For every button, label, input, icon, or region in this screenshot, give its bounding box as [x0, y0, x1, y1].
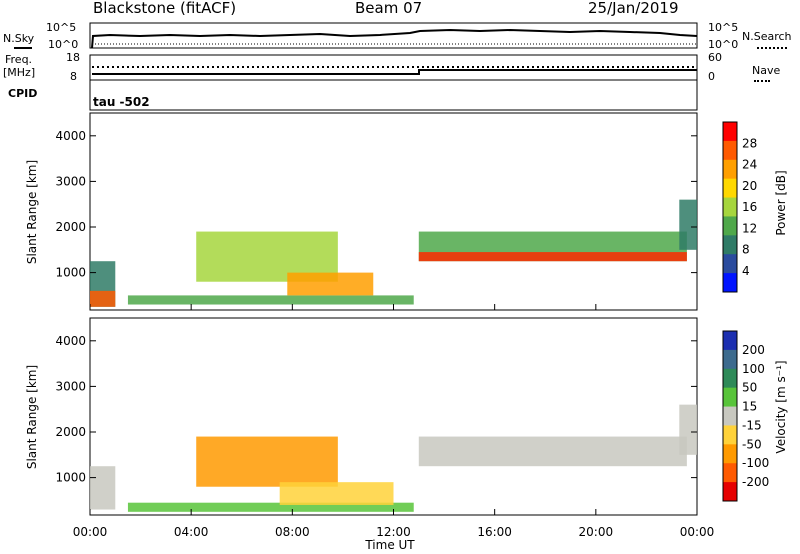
power-colorbar-tick-label: 28 [742, 136, 757, 150]
power-ytick-label: 1000 [55, 266, 86, 280]
nsky-tick-top: 10^5 [46, 21, 77, 34]
time-tick-label: 12:00 [376, 525, 411, 539]
power-colorbar-swatch [723, 159, 737, 180]
power-colorbar-tick-label: 12 [742, 221, 757, 235]
velocity-echo-region [196, 436, 338, 487]
freq-series [92, 69, 697, 75]
power-colorbar-swatch [723, 140, 737, 161]
velocity-colorbar-tick-label: -50 [742, 437, 762, 451]
time-tick-label: 04:00 [174, 525, 209, 539]
velocity-ytick-label: 1000 [55, 471, 86, 485]
power-colorbar-tick-label: 16 [742, 200, 757, 214]
nsky-tick-bottom: 10^0 [48, 38, 79, 51]
velocity-colorbar-tick-label: 50 [742, 381, 757, 395]
nsky-legend-line [14, 47, 32, 49]
nave-tick-top: 60 [708, 51, 722, 64]
power-ylabel: Slant Range [km] [25, 159, 39, 265]
velocity-colorbar-tick-label: 200 [742, 343, 765, 357]
time-tick-label: 00:00 [680, 525, 715, 539]
power-colorbar-tick-label: 24 [742, 158, 757, 172]
nave-legend-line [754, 80, 770, 82]
power-colorbar-tick-label: 20 [742, 179, 757, 193]
nsky-series [91, 28, 698, 49]
freq-tick-bottom: 8 [70, 70, 77, 83]
time-tick-label: 08:00 [275, 525, 310, 539]
velocity-echo-region [279, 482, 394, 505]
velocity-colorbar-swatch [723, 349, 737, 370]
power-colorbar-swatch [723, 254, 737, 274]
power-echo-region [418, 252, 687, 262]
nave-label: Nave [752, 64, 781, 77]
velocity-colorbar-tick-label: 15 [742, 400, 757, 414]
power-echo-region [90, 290, 116, 307]
time-xlabel: Time UT [365, 538, 415, 552]
cpid-panel-frame [89, 79, 698, 111]
beam-title: Beam 07 [355, 0, 423, 17]
velocity-colorbar-frame [722, 330, 738, 502]
freq-unit-label: [MHz] [3, 66, 36, 79]
velocity-colorbar-swatch [723, 425, 737, 445]
time-tick-label: 20:00 [579, 525, 614, 539]
velocity-colorbar-swatch [723, 406, 737, 426]
power-colorbar-tick-label: 4 [742, 264, 750, 278]
power-panel-frame [89, 112, 698, 311]
nsearch-legend-line [757, 47, 787, 49]
nsearch-label: N.Search [742, 30, 792, 43]
velocity-echo-region [679, 404, 697, 455]
time-tick-label: 00:00 [73, 525, 108, 539]
velocity-echo-region [90, 466, 116, 510]
velocity-colorbar-swatch [723, 482, 737, 502]
velocity-colorbar-swatch [723, 463, 737, 483]
velocity-colorbar-tick-label: -15 [742, 418, 762, 432]
velocity-ytick-label: 2000 [55, 425, 86, 439]
power-ytick-label: 4000 [55, 129, 86, 143]
velocity-colorbar-swatch [723, 387, 737, 408]
velocity-colorbar-tick-label: -200 [742, 475, 769, 489]
velocity-colorbar-swatch [723, 444, 737, 464]
power-colorbar-swatch [723, 178, 737, 199]
velocity-ylabel: Slant Range [km] [25, 364, 39, 470]
power-ytick-label: 3000 [55, 174, 86, 188]
freq-tick-top: 18 [66, 51, 80, 64]
time-tick-label: 16:00 [477, 525, 512, 539]
power-echo-region [127, 295, 414, 305]
freq-label: Freq. [5, 53, 33, 66]
velocity-colorbar-swatch [723, 331, 737, 351]
station-title: Blackstone (fitACF) [93, 0, 237, 17]
power-colorbar-swatch [723, 122, 737, 142]
nsky-label: N.Sky [3, 32, 35, 45]
velocity-colorbar-swatch [723, 368, 737, 389]
cpid-value: tau -502 [93, 95, 150, 109]
velocity-colorbar-tick-label: 100 [742, 362, 765, 376]
nsearch-tick-bottom: 10^0 [708, 38, 739, 51]
power-colorbar-swatch [723, 235, 737, 255]
power-colorbar-swatch [723, 216, 737, 236]
power-colorbar-swatch [723, 273, 737, 293]
nave-tick-bottom: 0 [708, 70, 715, 83]
power-echo-region [679, 199, 697, 250]
cpid-label: CPID [8, 87, 38, 100]
velocity-echo-region [418, 436, 687, 467]
power-colorbar-frame [722, 121, 738, 293]
velocity-ytick-label: 4000 [55, 334, 86, 348]
velocity-colorbar-label: Velocity [m s⁻¹] [774, 360, 788, 454]
power-ytick-label: 2000 [55, 220, 86, 234]
power-colorbar-label: Power [dB] [774, 170, 788, 236]
velocity-echo-region [127, 502, 414, 512]
power-colorbar-tick-label: 8 [742, 243, 750, 257]
velocity-ytick-label: 3000 [55, 379, 86, 393]
nsearch-tick-top: 10^5 [708, 21, 739, 34]
power-echo-region [287, 272, 374, 296]
power-colorbar-swatch [723, 197, 737, 217]
velocity-colorbar-tick-label: -100 [742, 456, 769, 470]
date-title: 25/Jan/2019 [588, 0, 679, 17]
